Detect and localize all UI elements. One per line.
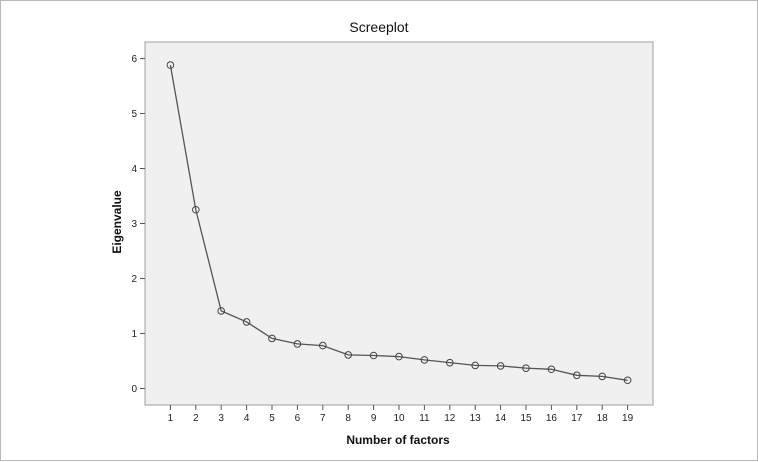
series-line: [169, 64, 628, 381]
x-tick-label: 4: [244, 413, 250, 424]
x-tick-label: 1: [168, 413, 174, 424]
x-axis-title: Number of factors: [346, 433, 450, 447]
data-point: [344, 351, 353, 359]
x-axis: 1 2 3 4 5 6 7 8 9 10 11 12 13 14 15 16 17 18 19: [168, 405, 634, 424]
data-point: [496, 362, 505, 370]
data-point: [369, 351, 378, 360]
data-point: [192, 205, 200, 214]
y-axis: 0 1 2 3 4 5 6: [131, 54, 145, 395]
x-tick-label: 12: [444, 413, 456, 424]
data-point: [446, 358, 454, 367]
y-tick-label: 5: [131, 109, 137, 120]
x-tick-label: 9: [371, 413, 377, 424]
data-point: [217, 307, 225, 315]
x-tick-label: 14: [495, 413, 507, 424]
x-tick-label: 15: [520, 413, 532, 424]
data-point: [573, 371, 581, 380]
y-tick-label: 3: [131, 219, 137, 230]
x-tick-label: 7: [320, 413, 326, 424]
data-point: [522, 364, 530, 372]
x-tick-label: 2: [193, 413, 199, 424]
x-tick-label: 16: [546, 413, 558, 424]
x-tick-label: 13: [470, 413, 482, 424]
x-tick-label: 18: [597, 413, 609, 424]
data-point: [547, 365, 556, 374]
chart-title: Screeplot: [349, 19, 408, 35]
data-point: [293, 340, 302, 348]
x-tick-label: 11: [419, 413, 430, 424]
data-point: [598, 372, 607, 381]
x-tick-label: 17: [571, 413, 583, 424]
x-tick-label: 10: [393, 413, 405, 424]
data-point: [623, 376, 632, 385]
y-tick-label: 1: [131, 329, 137, 340]
x-tick-label: 3: [218, 413, 224, 424]
data-point: [395, 352, 403, 361]
plot-area: [144, 41, 654, 406]
data-point: [268, 334, 276, 343]
data-point: [471, 361, 480, 370]
series-group: [166, 61, 632, 385]
data-point: [242, 318, 251, 326]
y-tick-label: 4: [131, 164, 137, 175]
y-tick-label: 0: [131, 384, 137, 395]
x-tick-label: 19: [622, 413, 634, 424]
data-point: [166, 61, 175, 69]
y-tick-label: 2: [131, 274, 137, 285]
data-point: [420, 356, 429, 364]
data-point: [319, 341, 327, 350]
x-tick-label: 8: [345, 413, 351, 424]
x-tick-label: 6: [295, 413, 301, 424]
x-tick-label: 5: [269, 413, 275, 424]
y-tick-label: 6: [131, 54, 137, 65]
y-axis-title: Eigenvalue: [110, 190, 124, 254]
